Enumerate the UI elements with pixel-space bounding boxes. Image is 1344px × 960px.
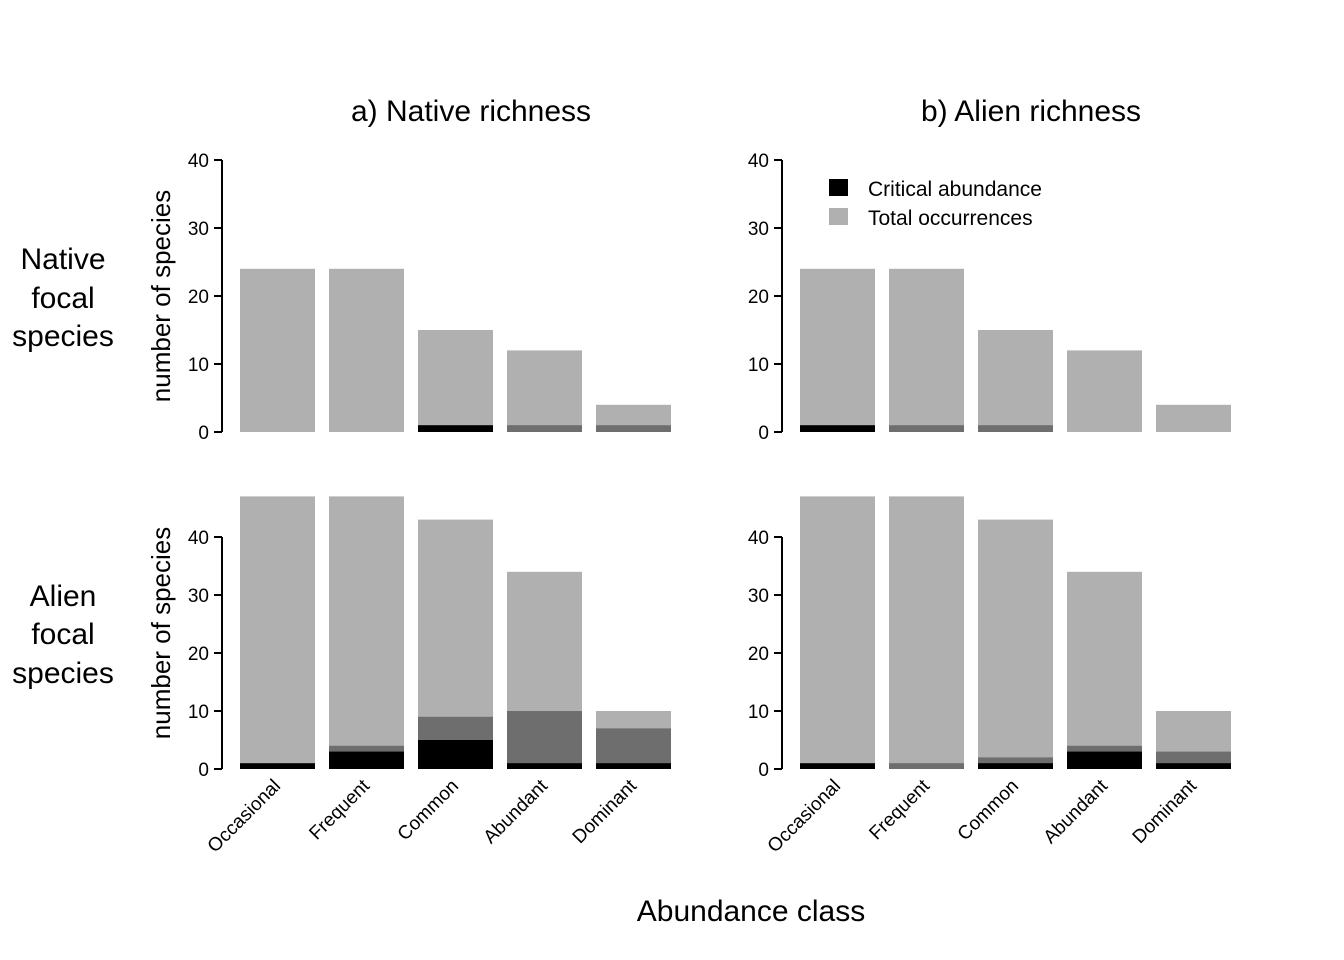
bar-mid-frequent <box>889 763 964 769</box>
y-tick-label: 0 <box>198 760 209 781</box>
y-tick-label: 10 <box>188 355 209 376</box>
y-tick-label: 30 <box>188 219 209 240</box>
x-tick-label-abundant: Abundant <box>480 775 553 848</box>
bar-mid-dominant <box>596 425 671 432</box>
x-axis-title: Abundance class <box>637 895 866 928</box>
bar-critical-common <box>978 763 1053 769</box>
x-tick-label-occasional: Occasional <box>764 776 845 857</box>
bar-total-common <box>978 330 1053 432</box>
bar-critical-occasional <box>800 425 875 432</box>
bar-mid-abundant <box>507 425 582 432</box>
bar-total-occasional <box>240 496 315 769</box>
bar-critical-dominant <box>596 763 671 769</box>
y-tick-label: 30 <box>748 219 769 240</box>
y-tick-label: 40 <box>188 151 209 172</box>
y-tick-label: 40 <box>188 528 209 549</box>
y-tick-label: 30 <box>188 586 209 607</box>
x-tick-label-dominant: Dominant <box>569 775 642 848</box>
y-tick-label: 0 <box>758 423 769 444</box>
y-axis-title-top: number of species <box>146 190 176 402</box>
row-label-native-line1: Native <box>20 243 105 276</box>
bar-critical-common <box>418 740 493 769</box>
y-tick-label: 40 <box>748 151 769 172</box>
legend-swatch-total <box>829 208 848 225</box>
panel-native-focal-alien-richness: 0 10 20 30 40 <box>748 151 1231 444</box>
bar-critical-abundant <box>507 763 582 769</box>
bar-total-frequent <box>889 496 964 769</box>
y-tick-label: 20 <box>748 287 769 308</box>
row-label-native-line3: species <box>12 320 114 353</box>
y-tick-label: 0 <box>758 760 769 781</box>
legend-label-total: Total occurrences <box>868 207 1033 230</box>
y-tick-label: 10 <box>748 355 769 376</box>
x-tick-label-common: Common <box>954 776 1023 845</box>
bar-critical-common <box>418 425 493 432</box>
x-tick-label-frequent: Frequent <box>305 775 374 844</box>
bar-critical-occasional <box>240 763 315 769</box>
bar-critical-occasional <box>800 763 875 769</box>
y-tick-label: 10 <box>748 702 769 723</box>
row-label-native-line2: focal <box>31 282 94 315</box>
bar-total-dominant <box>1156 404 1231 432</box>
y-tick-label: 0 <box>198 423 209 444</box>
bar-total-occasional <box>800 268 875 432</box>
panel-alien-focal-native-richness: 0 10 20 30 40 Occasional Frequent Common Abundan… <box>188 496 671 857</box>
panel-native-focal-native-richness: 0 10 20 30 40 <box>188 151 671 444</box>
bar-total-occasional <box>800 496 875 769</box>
bar-critical-frequent <box>329 751 404 769</box>
y-tick-label: 20 <box>188 287 209 308</box>
column-title-native-richness: a) Native richness <box>351 95 591 128</box>
y-axis-title-bottom: number of species <box>146 527 176 739</box>
row-label-alien-line1: Alien <box>30 580 97 613</box>
bar-total-common <box>418 330 493 432</box>
y-tick-label: 20 <box>748 644 769 665</box>
column-titles: a) Native richness b) Alien richness <box>351 95 1141 128</box>
bar-total-common <box>978 519 1053 769</box>
row-label-alien-line2: focal <box>31 618 94 651</box>
bar-total-occasional <box>240 268 315 432</box>
x-tick-label-abundant: Abundant <box>1040 775 1113 848</box>
bar-mid-common <box>978 425 1053 432</box>
row-label-alien-line3: species <box>12 657 114 690</box>
y-tick-label: 10 <box>188 702 209 723</box>
bar-critical-dominant <box>1156 763 1231 769</box>
bar-total-frequent <box>329 268 404 432</box>
bar-total-frequent <box>329 496 404 769</box>
bar-total-frequent <box>889 268 964 432</box>
y-tick-label: 30 <box>748 586 769 607</box>
panel-alien-focal-alien-richness: 0 10 20 30 40 Occasional Frequent Common Abundan… <box>748 496 1231 857</box>
x-tick-label-dominant: Dominant <box>1129 775 1202 848</box>
panels: 0 10 20 30 40 0 10 20 30 40 0 10 20 30 40 Occasional Fre… <box>188 151 1231 857</box>
bar-critical-abundant <box>1067 751 1142 769</box>
y-axis-titles: number of species number of species <box>146 190 176 739</box>
x-tick-label-occasional: Occasional <box>204 776 285 857</box>
column-title-alien-richness: b) Alien richness <box>921 95 1141 128</box>
legend-swatch-critical <box>829 179 848 196</box>
bar-total-abundant <box>1067 350 1142 432</box>
bar-mid-abundant <box>507 711 582 769</box>
row-labels: Native focal species Alien focal species <box>12 243 114 690</box>
bar-total-abundant <box>1067 571 1142 769</box>
y-tick-label: 40 <box>748 528 769 549</box>
bar-mid-dominant <box>596 728 671 769</box>
legend-label-critical: Critical abundance <box>868 178 1042 201</box>
bar-total-abundant <box>507 350 582 432</box>
y-tick-label: 20 <box>188 644 209 665</box>
legend: Critical abundance Total occurrences <box>829 178 1042 230</box>
bar-mid-frequent <box>889 425 964 432</box>
x-tick-label-common: Common <box>394 776 463 845</box>
x-tick-label-frequent: Frequent <box>865 775 934 844</box>
